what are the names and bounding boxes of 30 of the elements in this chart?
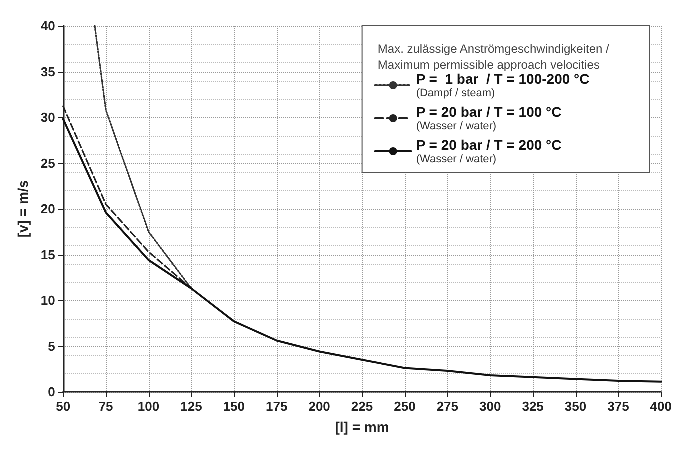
x-tick-label: 250: [394, 399, 416, 414]
x-tick-label: 200: [308, 399, 330, 414]
x-tick-label: 100: [138, 399, 160, 414]
x-tick-label: 275: [436, 399, 459, 414]
x-tick-label: 325: [522, 399, 544, 414]
text: Max. zulässige Anströmgeschwindigkeiten / Maximum permissible approach velocities: [378, 42, 610, 72]
y-tick-label: 0: [48, 384, 56, 400]
x-tick-label: 175: [266, 399, 288, 414]
y-axis-title: [v] = m/s: [15, 180, 31, 238]
legend-label: P = 1 bar / T = 100-200 °C (Dampf / steam): [416, 71, 590, 100]
x-tick-label: 300: [480, 399, 502, 414]
x-tick-label: 225: [351, 399, 374, 414]
y-tick-label: 15: [40, 247, 56, 262]
x-tick-label: 375: [608, 399, 630, 414]
y-tick-label: 35: [40, 64, 56, 80]
x-tick-label: 125: [180, 399, 202, 414]
legend-label: P = 20 bar / T = 100 °C (Wasser / water): [416, 104, 562, 132]
legend-label: P = 20 bar / T = 200 °C (Wasser / water): [416, 137, 562, 166]
x-tick-label: 150: [223, 399, 246, 414]
x-tick-label: 400: [650, 399, 672, 414]
y-tick-label: 10: [40, 293, 56, 308]
x-tick-label: 350: [564, 399, 587, 414]
y-tick-label: 40: [40, 18, 56, 34]
x-axis-title: [l] = mm: [335, 419, 390, 435]
y-tick-label: 20: [40, 202, 56, 216]
x-tick-label: 50: [56, 399, 71, 414]
y-tick-label: 30: [40, 110, 56, 125]
x-tick-label: 75: [98, 399, 114, 414]
y-tick-label: 25: [40, 156, 56, 171]
y-tick-label: 5: [48, 338, 56, 354]
